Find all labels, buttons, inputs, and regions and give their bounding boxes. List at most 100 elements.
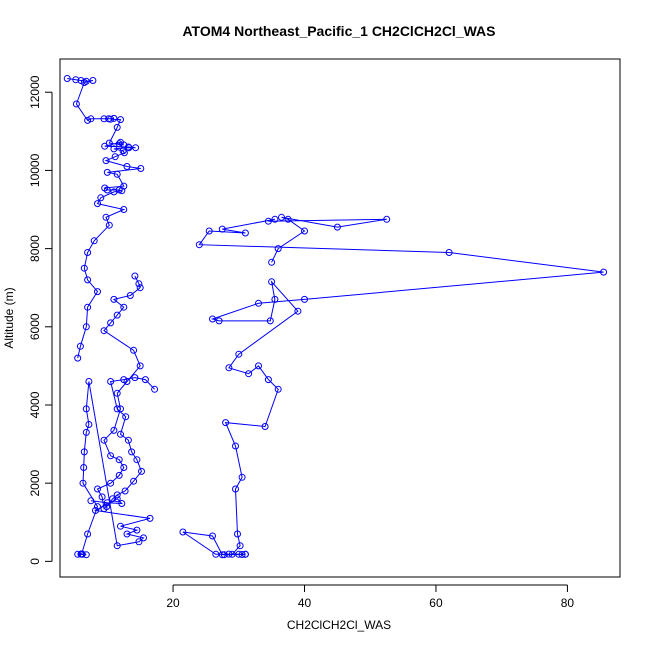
data-point bbox=[100, 327, 108, 335]
data-point bbox=[117, 522, 124, 530]
data-point bbox=[115, 471, 123, 479]
data-point bbox=[445, 249, 453, 256]
data-point bbox=[110, 426, 118, 434]
data-point bbox=[264, 217, 272, 225]
data-point bbox=[126, 292, 134, 299]
data-point bbox=[138, 467, 145, 475]
data-point bbox=[284, 215, 292, 223]
data-point bbox=[140, 534, 147, 542]
x-axis-label: CH2ClCH2Cl_WAS bbox=[287, 618, 391, 632]
y-tick-label: 4000 bbox=[28, 391, 42, 418]
data-point bbox=[84, 116, 92, 124]
data-point bbox=[261, 423, 269, 430]
data-point bbox=[238, 551, 246, 558]
data-point bbox=[107, 319, 115, 327]
data-point bbox=[113, 170, 121, 178]
data-point bbox=[107, 378, 115, 385]
data-point bbox=[84, 249, 92, 256]
data-point bbox=[137, 165, 145, 172]
data-point bbox=[87, 497, 95, 505]
data-point bbox=[131, 374, 139, 382]
x-tick-label: 80 bbox=[561, 596, 575, 610]
data-point bbox=[266, 317, 274, 325]
data-point bbox=[215, 317, 223, 325]
data-point bbox=[123, 530, 131, 538]
data-point bbox=[84, 530, 92, 538]
x-axis: 20 40 60 80 bbox=[166, 584, 575, 610]
data-point bbox=[146, 514, 154, 522]
data-point bbox=[107, 115, 115, 123]
data-point bbox=[113, 495, 121, 503]
data-point bbox=[383, 215, 391, 223]
data-point bbox=[209, 532, 216, 540]
data-point bbox=[113, 405, 121, 413]
y-tick-label: 10000 bbox=[28, 153, 42, 187]
data-point bbox=[225, 550, 233, 558]
data-point bbox=[105, 221, 113, 229]
data-point bbox=[124, 436, 132, 444]
data-point bbox=[94, 200, 101, 208]
data-point bbox=[100, 505, 108, 513]
data-point bbox=[82, 551, 90, 559]
data-point bbox=[205, 227, 213, 235]
data-point bbox=[98, 493, 106, 501]
data-point bbox=[264, 376, 272, 384]
data-point bbox=[195, 241, 203, 249]
data-point bbox=[179, 528, 187, 536]
data-point bbox=[80, 79, 88, 86]
data-point bbox=[255, 299, 262, 307]
data-point bbox=[225, 364, 233, 372]
data-point bbox=[235, 350, 243, 358]
data-point bbox=[97, 194, 105, 202]
data-point bbox=[238, 473, 246, 481]
data-point bbox=[109, 495, 117, 503]
series-line-1 bbox=[67, 78, 141, 359]
data-point bbox=[220, 551, 228, 559]
data-point bbox=[123, 378, 131, 385]
data-point bbox=[103, 186, 111, 194]
data-point bbox=[90, 237, 98, 245]
data-point bbox=[135, 538, 143, 546]
x-tick-label: 60 bbox=[429, 596, 443, 610]
data-point bbox=[132, 144, 140, 152]
data-point bbox=[72, 76, 80, 84]
data-point bbox=[268, 258, 276, 266]
series-line-3 bbox=[96, 275, 155, 510]
data-point bbox=[120, 303, 128, 311]
data-point bbox=[101, 142, 109, 150]
data-point bbox=[117, 430, 124, 438]
data-point bbox=[130, 477, 138, 485]
data-point bbox=[84, 276, 92, 284]
data-point bbox=[89, 77, 97, 84]
data-point bbox=[80, 448, 88, 456]
data-point bbox=[245, 370, 253, 378]
data-point bbox=[278, 213, 285, 221]
data-point bbox=[100, 436, 108, 444]
data-point bbox=[120, 206, 128, 213]
y-tick-label: 8000 bbox=[28, 235, 42, 262]
data-point bbox=[151, 385, 159, 393]
data-point bbox=[110, 295, 118, 303]
data-point bbox=[121, 487, 129, 495]
data-point bbox=[113, 123, 121, 131]
data-point bbox=[301, 295, 308, 303]
data-point bbox=[94, 503, 101, 511]
data-point bbox=[212, 550, 220, 558]
data-point bbox=[130, 346, 138, 354]
data-point bbox=[94, 485, 101, 493]
data-point bbox=[232, 485, 239, 493]
data-point bbox=[209, 315, 216, 323]
data-point bbox=[135, 280, 143, 288]
data-point bbox=[133, 456, 141, 464]
data-point bbox=[85, 421, 93, 428]
y-tick-label: 12000 bbox=[28, 75, 42, 109]
y-tick-label: 2000 bbox=[28, 470, 42, 497]
data-point bbox=[100, 115, 108, 123]
data-point bbox=[72, 100, 80, 108]
data-point bbox=[271, 295, 279, 303]
data-point bbox=[79, 479, 87, 487]
data-point bbox=[94, 288, 101, 296]
data-point bbox=[113, 542, 121, 550]
data-point bbox=[115, 140, 123, 148]
y-axis-label: Altitude (m) bbox=[2, 287, 16, 348]
